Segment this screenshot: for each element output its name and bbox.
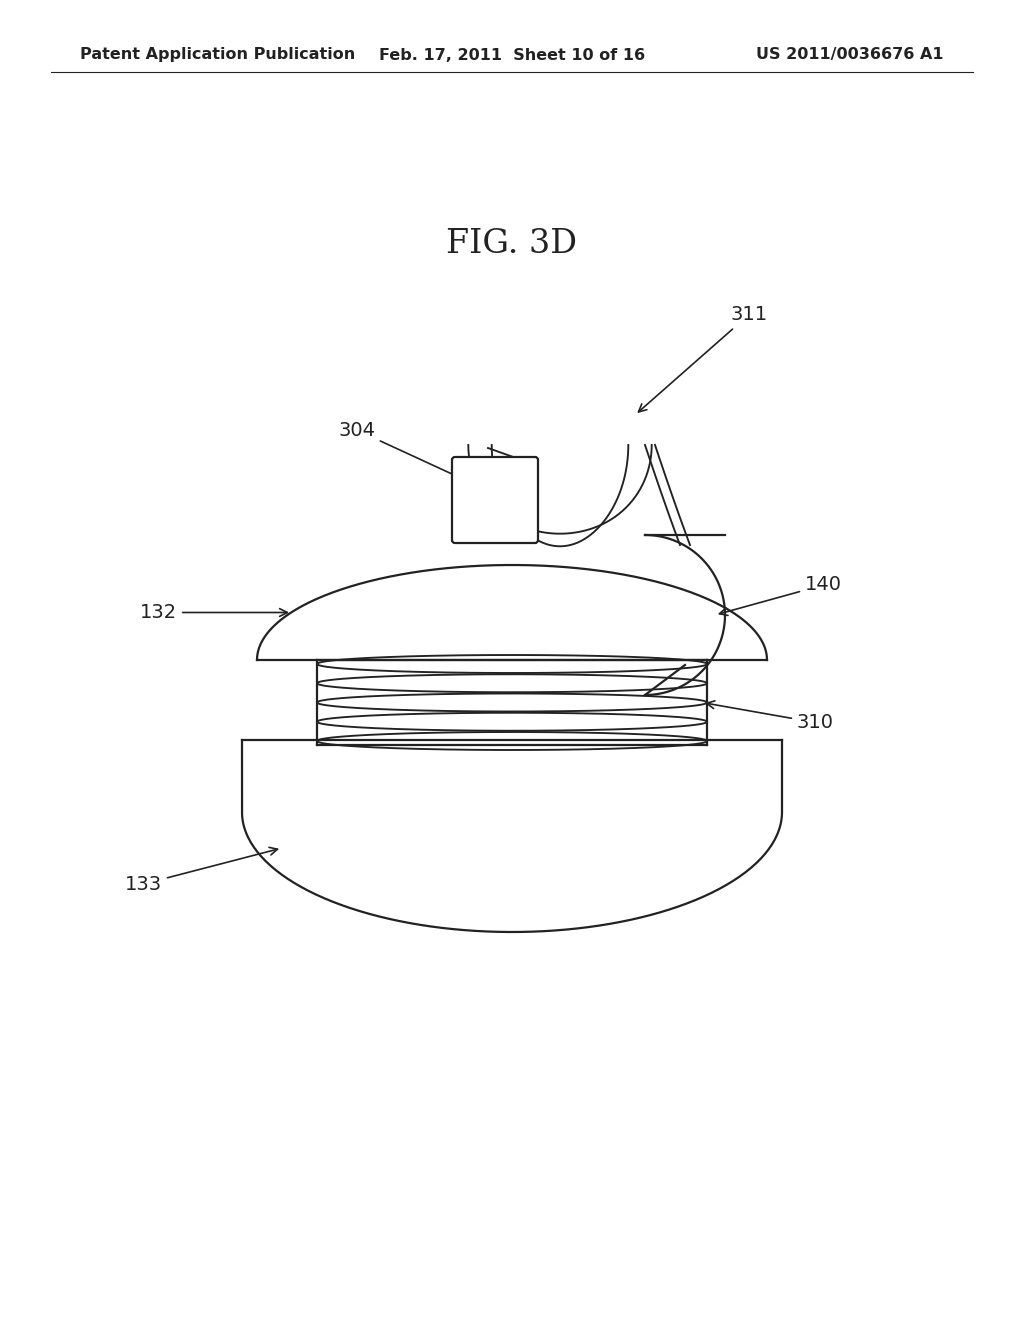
Text: US 2011/0036676 A1: US 2011/0036676 A1 <box>757 48 944 62</box>
Text: FIG. 3D: FIG. 3D <box>446 228 578 260</box>
FancyBboxPatch shape <box>452 457 538 543</box>
Text: 132: 132 <box>140 603 288 622</box>
Text: Feb. 17, 2011  Sheet 10 of 16: Feb. 17, 2011 Sheet 10 of 16 <box>379 48 645 62</box>
Text: 311: 311 <box>639 305 767 412</box>
Text: 140: 140 <box>720 576 842 615</box>
Text: 133: 133 <box>125 847 278 894</box>
Text: Patent Application Publication: Patent Application Publication <box>80 48 355 62</box>
Text: 310: 310 <box>707 701 834 733</box>
Text: 304: 304 <box>338 421 461 478</box>
